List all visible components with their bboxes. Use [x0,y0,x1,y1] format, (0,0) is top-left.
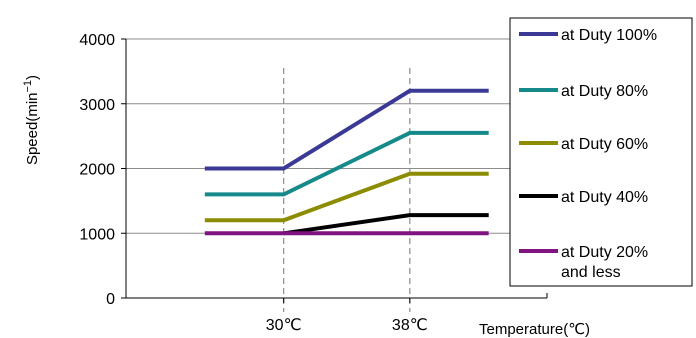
axes [121,38,548,303]
y-tick-label: 3000 [79,97,115,114]
series-line-3 [204,171,489,223]
legend-label: at Duty 60% [561,136,648,153]
y-axis-title-main: Speed(min [24,93,41,166]
x-tick-label: 38℃ [392,317,428,334]
y-axis-title: Speed(min−1) [22,75,41,165]
legend-label: at Duty 40% [561,189,648,206]
legend-box [509,17,693,287]
series-lines [204,88,489,236]
legend-label: at Duty 20% and less [561,244,648,281]
legend: at Duty 100% at Duty 80% at Duty 60% at Dut… [509,17,693,287]
reference-lines [283,68,411,312]
y-tick-label: 1000 [79,226,115,243]
y-axis-title-close: ) [24,75,41,80]
x-tick-labels: 30℃ 38℃ [266,317,428,334]
y-tick-label: 2000 [79,162,115,179]
y-tick-label: 0 [106,291,115,308]
series-line-2 [204,130,489,197]
y-tick-label: 4000 [79,32,115,49]
series-line-4 [283,213,489,236]
y-axis-title-sup: −1 [22,80,34,93]
y-tick-labels: 0 1000 2000 3000 4000 [79,32,115,308]
x-tick-label: 30℃ [266,317,302,334]
legend-label: at Duty 80% [561,83,648,100]
legend-label: at Duty 100% [561,27,657,44]
series-line-1 [204,88,489,171]
x-axis-title: Temperature(℃) [479,321,590,338]
